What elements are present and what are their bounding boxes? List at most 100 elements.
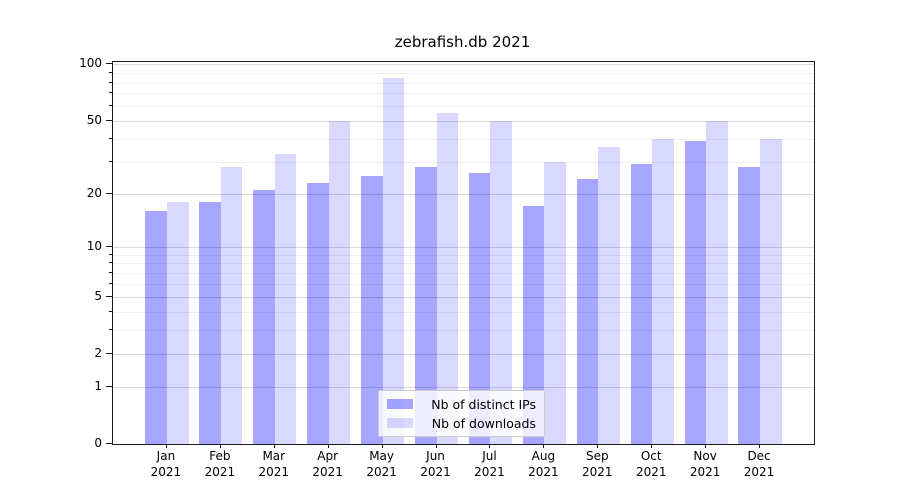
bar-downloads-feb	[220, 167, 243, 444]
bar-distinct-ips-apr	[307, 182, 329, 444]
bar-distinct-ips-jan	[145, 210, 167, 444]
x-tick-mark	[543, 444, 545, 448]
x-tick-label-line: 2021	[420, 465, 451, 479]
y-minor-tick-mark	[109, 81, 112, 83]
x-tick-label-line: 2021	[689, 465, 721, 479]
bar-distinct-ips-sep	[576, 179, 599, 444]
y-minor-tick-mark	[109, 137, 112, 139]
x-tick-label-oct: Oct 2021	[624, 448, 678, 480]
x-tick-mark	[759, 444, 761, 448]
bar-distinct-ips-may	[361, 176, 383, 444]
gridline-minor	[113, 311, 814, 313]
y-minor-tick-mark	[109, 328, 112, 330]
x-tick-label-line: Oct	[640, 449, 662, 463]
x-tick-label-mar: Mar 2021	[247, 448, 301, 480]
x-tick-mark	[327, 444, 329, 448]
x-tick-label-line: 2021	[312, 465, 343, 479]
gridline-major	[113, 386, 814, 388]
x-tick-mark	[597, 444, 599, 448]
y-tick-label: 20	[86, 185, 102, 200]
y-tick-mark	[106, 192, 112, 194]
y-minor-tick-mark	[109, 253, 112, 255]
bar-distinct-ips-oct	[630, 164, 653, 444]
legend-label-distinct-ips: Nb of distinct IPs	[431, 396, 536, 412]
y-tick-label: 100	[79, 56, 102, 71]
bar-distinct-ips-aug	[522, 206, 545, 444]
y-minor-tick-mark	[109, 282, 112, 284]
gridline-minor	[113, 161, 814, 163]
bar-distinct-ips-jun	[414, 167, 437, 444]
bar-distinct-ips-dec	[738, 167, 761, 444]
x-tick-label-sep: Sep 2021	[570, 448, 624, 480]
y-tick-mark	[106, 295, 112, 297]
y-tick-mark	[106, 119, 112, 121]
x-tick-label-line: Mar	[262, 449, 286, 463]
legend-item-downloads: Nb of downloads	[387, 416, 536, 431]
gridline-major	[113, 193, 814, 195]
bar-downloads-sep	[598, 147, 620, 444]
x-tick-label-may: May 2021	[355, 448, 409, 480]
bar-downloads-may	[382, 77, 405, 444]
x-tick-mark	[165, 444, 167, 448]
x-tick-label-apr: Apr 2021	[301, 448, 355, 480]
bar-downloads-mar	[274, 153, 297, 444]
y-minor-tick-mark	[109, 271, 112, 273]
bar-downloads-nov	[706, 120, 728, 444]
gridline-major	[113, 246, 814, 248]
y-tick-label: 10	[86, 238, 102, 253]
gridline-minor	[113, 93, 814, 95]
x-tick-label-nov: Nov 2021	[678, 448, 732, 480]
gridline-minor	[113, 329, 814, 331]
y-minor-tick-mark	[109, 262, 112, 264]
y-tick-label: 0	[94, 436, 102, 450]
y-tick-label: 2	[94, 345, 102, 360]
x-tick-label-line: Feb	[209, 449, 231, 463]
gridline-major	[113, 353, 814, 355]
gridline-major	[113, 64, 814, 66]
gridline-major	[113, 296, 814, 298]
bar-downloads-dec	[760, 138, 782, 444]
y-minor-tick-mark	[109, 71, 112, 73]
plot-area	[112, 61, 815, 445]
x-tick-label-line: 2021	[528, 465, 559, 479]
bar-distinct-ips-nov	[684, 140, 707, 444]
x-tick-mark	[273, 444, 275, 448]
y-tick-label: 5	[94, 288, 102, 303]
bar-distinct-ips-feb	[199, 201, 221, 444]
x-tick-mark	[381, 444, 383, 448]
legend-label-downloads: Nb of downloads	[431, 415, 536, 431]
y-tick-mark	[106, 352, 112, 354]
x-tick-label-line: Jul	[482, 449, 497, 463]
x-tick-label-line: 2021	[635, 465, 667, 479]
x-tick-label-jul: Jul 2021	[462, 448, 516, 480]
bar-downloads-jun	[436, 112, 459, 444]
x-tick-mark	[705, 444, 707, 448]
gridline-minor	[113, 254, 814, 256]
gridline-minor	[113, 105, 814, 107]
x-tick-mark	[435, 444, 437, 448]
gridline-minor	[113, 72, 814, 74]
x-tick-label-line: Sep	[585, 449, 609, 463]
gridline-minor	[113, 283, 814, 285]
y-tick-mark	[106, 245, 112, 247]
x-tick-label-jun: Jun 2021	[409, 448, 463, 480]
gridline-major	[113, 120, 814, 122]
gridline-minor	[113, 263, 814, 265]
x-tick-label-line: 2021	[204, 465, 236, 479]
y-minor-tick-mark	[109, 92, 112, 94]
y-minor-tick-mark	[109, 160, 112, 162]
x-tick-label-line: 2021	[150, 465, 182, 479]
x-tick-label-line: Aug	[531, 449, 556, 463]
x-tick-label-line: 2021	[258, 465, 290, 479]
x-tick-mark	[219, 444, 221, 448]
x-tick-label-feb: Feb 2021	[193, 448, 247, 480]
x-tick-label-line: 2021	[582, 465, 613, 479]
x-tick-mark	[489, 444, 491, 448]
x-tick-label-line: Dec	[747, 449, 771, 463]
x-tick-mark	[651, 444, 653, 448]
x-tick-label-line: May	[369, 449, 395, 463]
bar-downloads-jul	[490, 120, 513, 444]
gridline-minor	[113, 82, 814, 84]
x-tick-label-line: 2021	[474, 465, 505, 479]
